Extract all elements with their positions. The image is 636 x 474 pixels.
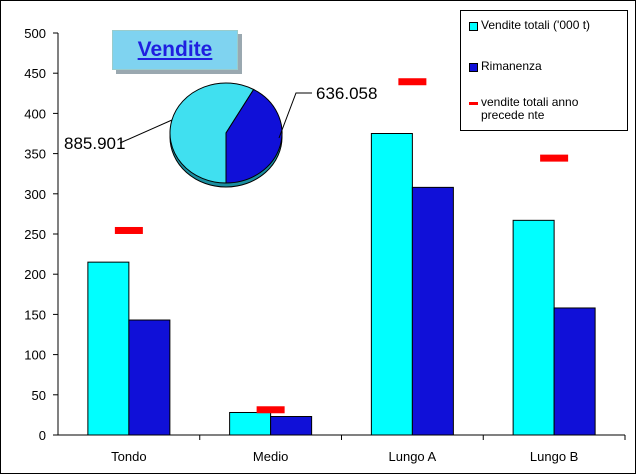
y-tick-label: 400 (24, 106, 46, 121)
legend-label-rimanenza: Rimanenza (481, 59, 542, 73)
marker-anno-precedente (256, 406, 285, 414)
bar-rimanenza (270, 416, 313, 436)
y-tick-label: 250 (24, 227, 46, 242)
pie-slice (225, 88, 283, 184)
y-tick-label: 200 (24, 267, 46, 282)
bar-vendite-totali (370, 133, 413, 436)
bar-vendite-totali (512, 219, 555, 436)
x-tick-label: Lungo B (530, 449, 578, 464)
marker-anno-precedente (114, 226, 143, 234)
x-axis: Tondo Medio Lungo A Lungo B (111, 435, 626, 464)
pie-slice-label: 885.901 (64, 134, 125, 153)
y-tick-label: 50 (32, 388, 46, 403)
y-tick-label: 100 (24, 348, 46, 363)
y-tick-label: 450 (24, 66, 46, 81)
y-tick-label: 500 (24, 26, 46, 41)
legend-item-vendite-totali: Vendite totali ('000 t) (461, 19, 627, 32)
legend-item-rimanenza: Rimanenza (461, 60, 627, 73)
legend-swatch-vendite-totali (469, 22, 478, 31)
y-tick-label: 350 (24, 147, 46, 162)
legend-label-vendite-totali: Vendite totali ('000 t) (481, 18, 591, 32)
pie-leader-line (278, 92, 312, 139)
marker-anno-precedente (540, 154, 569, 162)
bar-rimanenza (411, 186, 454, 436)
legend-swatch-precedente (469, 102, 478, 105)
legend-swatch-rimanenza (469, 63, 478, 72)
marker-anno-precedente (398, 78, 427, 86)
bars-group (87, 133, 596, 436)
y-tick-label: 150 (24, 307, 46, 322)
x-tick-label: Tondo (111, 449, 146, 464)
bar-rimanenza (553, 307, 596, 436)
bar-rimanenza (128, 319, 171, 436)
legend-label-precedente: vendite totali anno precede nte (481, 95, 579, 122)
x-tick-label: Medio (253, 449, 288, 464)
chart-title-box: Vendite (112, 30, 238, 70)
x-tick-label: Lungo A (389, 449, 437, 464)
legend: Vendite totali ('000 t) Rimanenza vendit… (460, 10, 628, 131)
pie-leader-line (119, 119, 173, 144)
legend-item-precedente: vendite totali anno precede nte (461, 96, 627, 122)
bar-vendite-totali (229, 411, 272, 436)
chart-title: Vendite (137, 38, 213, 61)
pie-slice-label: 636.058 (316, 84, 377, 103)
y-axis: 0 50 100 150 200 250 300 350 400 450 500 (24, 26, 58, 443)
y-tick-label: 0 (39, 428, 46, 443)
markers-group (114, 78, 569, 414)
y-tick-label: 300 (24, 187, 46, 202)
bar-vendite-totali (87, 261, 130, 436)
inset-pie: 885.901 636.058 (64, 82, 377, 188)
